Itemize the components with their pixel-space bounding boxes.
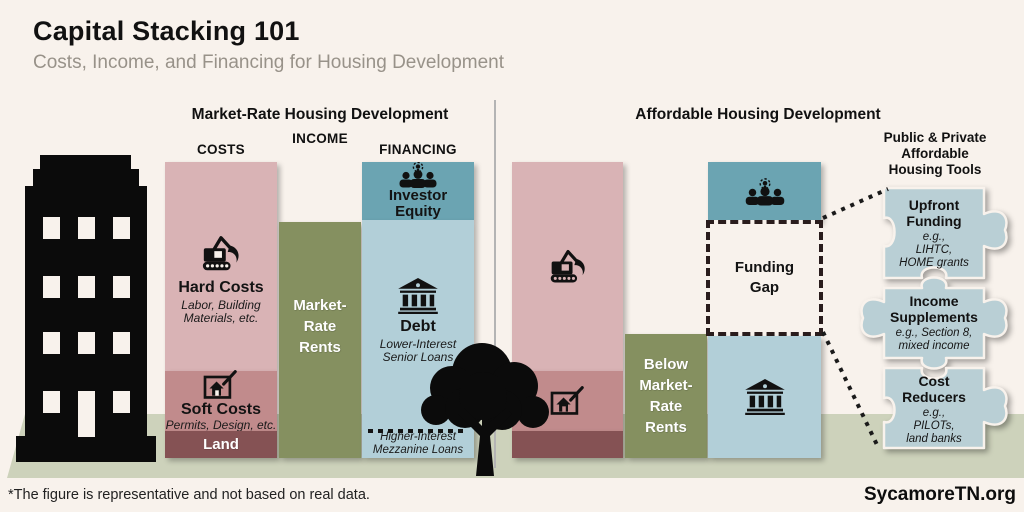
- tools-piece-income-supplements: Income Supplements e.g., Section 8, mixe…: [878, 288, 990, 358]
- market-rents-line: Rents: [299, 338, 341, 356]
- market-soft-costs-block: Soft Costs Permits, Design, etc.: [165, 369, 277, 432]
- funding-gap-line: Gap: [749, 279, 780, 296]
- investor-equity-line: Equity: [395, 203, 441, 220]
- tools-header-line: Affordable: [901, 145, 969, 161]
- piece-title-line: Cost: [918, 372, 950, 389]
- piece-title-line: Funding: [906, 212, 962, 229]
- piece-title-line: Supplements: [890, 309, 978, 326]
- section-divider: [494, 100, 496, 468]
- puzzle-piece-upfront-funding: [882, 186, 1008, 280]
- market-rents-line: Market-: [293, 296, 347, 314]
- market-land-block: Land: [165, 431, 277, 458]
- debt-title: Debt: [400, 318, 436, 335]
- funding-gap-line: Funding: [734, 258, 795, 276]
- piece-title-line: Upfront: [908, 196, 960, 213]
- investor-equity-label: Investor Equity: [388, 186, 448, 221]
- puzzle-piece-income-supplements: [860, 276, 1008, 370]
- debt-subtitle: Lower-Interest Senior Loans: [379, 336, 457, 366]
- market-income-block: Market- Rate Rents: [279, 222, 361, 458]
- piece-sub-line: mixed income: [898, 340, 970, 353]
- investors-lightbulb-icon: [394, 161, 442, 188]
- page-subtitle: Costs, Income, and Financing for Housing…: [33, 52, 505, 73]
- market-debt-block: Debt Lower-Interest Senior Loans Higher-…: [362, 220, 474, 458]
- tools-header: Public & Private Affordable Housing Tool…: [852, 130, 1018, 178]
- tree-silhouette: [420, 338, 550, 478]
- funding-gap-label: Funding Gap: [735, 258, 794, 299]
- hard-costs-subtitle-line: Materials, etc.: [183, 311, 259, 326]
- market-rents-line: Rate: [303, 317, 337, 335]
- piece-sub-line: e.g.,: [922, 230, 946, 243]
- hard-costs-subtitle-line: Labor, Building: [181, 297, 261, 312]
- market-equity-block: Investor Equity: [362, 161, 474, 221]
- puzzle-piece-cost-reducers: [882, 366, 1008, 450]
- market-section-header: Market-Rate Housing Development: [191, 106, 449, 123]
- market-rents-label: Market- Rate Rents: [293, 295, 346, 358]
- blueprint-house-pencil-icon: [201, 369, 241, 401]
- bank-icon: [744, 379, 785, 415]
- affordable-equity-block: [708, 162, 821, 222]
- piece-sub-line: PILOTs,: [913, 419, 955, 432]
- investor-equity-line: Investor: [388, 186, 448, 204]
- excavator-icon: [200, 233, 242, 275]
- piece-sub-line: LIHTC,: [915, 243, 953, 256]
- affordable-section-header: Affordable Housing Development: [635, 106, 881, 123]
- blueprint-house-pencil-icon: [548, 385, 588, 417]
- financing-column-label: FINANCING: [379, 142, 457, 157]
- funding-gap-box: Funding Gap: [706, 220, 823, 336]
- footnote: *The figure is representative and not ba…: [8, 487, 370, 503]
- piece-title-line: Income: [909, 293, 959, 310]
- below-market-rents-line: Rents: [645, 419, 687, 436]
- soft-costs-title: Soft Costs: [181, 401, 261, 419]
- tools-header-line: Public & Private: [883, 130, 987, 145]
- affordable-hard-costs-block: [512, 162, 623, 371]
- piece-sub-line: e.g.,: [922, 406, 946, 419]
- piece-sub-line: e.g., Section 8,: [895, 327, 973, 340]
- debt-subtitle-line: Lower-Interest: [379, 336, 457, 351]
- building-silhouette: [14, 153, 158, 463]
- page-title: Capital Stacking 101: [33, 16, 300, 46]
- below-market-rents-line: Below: [643, 356, 689, 373]
- market-hard-costs-block: Hard Costs Labor, Building Materials, et…: [165, 162, 277, 371]
- mezzanine-line: Higher-Interest: [380, 430, 456, 443]
- excavator-icon: [548, 247, 588, 287]
- piece-title-line: Reducers: [902, 388, 966, 405]
- mezzanine-line: Mezzanine Loans: [372, 444, 464, 456]
- piece-sub-line: land banks: [906, 432, 962, 445]
- affordable-land-block: [512, 431, 623, 458]
- mezzanine-label: Higher-Interest Mezzanine Loans: [362, 431, 474, 457]
- costs-column-label: COSTS: [196, 142, 245, 157]
- affordable-debt-block: [708, 336, 821, 458]
- tools-piece-cost-reducers: Cost Reducers e.g., PILOTs, land banks: [884, 370, 984, 448]
- brand-link[interactable]: SycamoreTN.org: [863, 484, 1016, 505]
- land-title: Land: [203, 436, 239, 453]
- tools-piece-upfront-funding: Upfront Funding e.g., LIHTC, HOME grants: [884, 190, 984, 276]
- income-column-label: INCOME: [292, 131, 348, 146]
- puzzle-stack: [840, 180, 1024, 460]
- affordable-income-block: Below Market- Rate Rents: [625, 334, 707, 458]
- investors-lightbulb-icon: [740, 178, 790, 206]
- piece-sub-line: HOME grants: [899, 256, 969, 269]
- below-market-rents-label: Below Market- Rate Rents: [639, 354, 692, 438]
- bank-icon: [398, 278, 438, 314]
- debt-subtitle-line: Senior Loans: [382, 350, 454, 365]
- below-market-rents-line: Rate: [649, 398, 683, 415]
- soft-costs-subtitle: Permits, Design, etc.: [165, 417, 277, 432]
- tools-header-line: Housing Tools: [888, 161, 982, 177]
- hard-costs-title: Hard Costs: [178, 278, 264, 296]
- mezzanine-dotted-line: [368, 429, 468, 433]
- below-market-rents-line: Market-: [639, 377, 693, 394]
- hard-costs-subtitle: Labor, Building Materials, etc.: [181, 297, 261, 327]
